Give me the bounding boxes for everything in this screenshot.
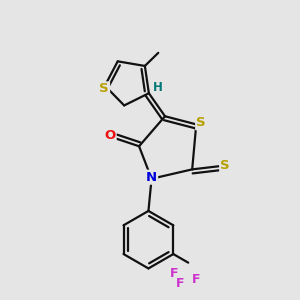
Text: F: F xyxy=(176,277,184,290)
Text: N: N xyxy=(146,171,157,184)
Text: H: H xyxy=(153,81,163,94)
Text: F: F xyxy=(170,267,178,280)
Text: S: S xyxy=(196,116,206,129)
Text: S: S xyxy=(100,82,109,95)
Text: S: S xyxy=(220,159,230,172)
Text: F: F xyxy=(192,273,200,286)
Text: O: O xyxy=(104,129,116,142)
